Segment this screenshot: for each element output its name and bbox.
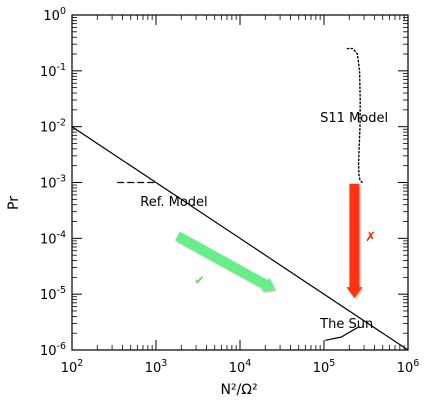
- y-tick-label: 10-6: [40, 341, 66, 359]
- x-tick-label: 103: [145, 358, 168, 376]
- series-line-1: [71, 126, 409, 351]
- series-line-3: [346, 47, 363, 184]
- arrow-2: [346, 183, 363, 299]
- x-tick-label: 104: [229, 358, 252, 376]
- annotation-1: Ref. Model: [140, 195, 207, 210]
- y-axis-label: Pr: [6, 196, 22, 210]
- annotation-3: The Sun: [319, 317, 373, 332]
- y-tick-label: 100: [43, 6, 66, 24]
- x-tick-label: 105: [313, 358, 336, 376]
- y-tick-label: 10-1: [40, 62, 66, 80]
- x-axis-label: N²/Ω²: [220, 382, 257, 398]
- series-line-4: [325, 326, 360, 341]
- y-tick-label: 10-4: [40, 229, 66, 247]
- y-tick-label: 10-2: [40, 118, 66, 136]
- annotation-4: ✔: [194, 273, 205, 288]
- x-tick-label: 102: [61, 358, 84, 376]
- annotation-2: S11 Model: [320, 111, 388, 126]
- x-tick-label: 106: [397, 358, 420, 376]
- y-tick-label: 10-3: [40, 174, 66, 192]
- axis-ticks: 102 103 104 105 106 10-6 10-5 10-4 10-3 10-2 10-1 1…: [40, 6, 419, 376]
- plot-marks: Ref. Model S11 Model The Sun ✔ ✗: [71, 47, 409, 351]
- y-tick-label: 10-5: [40, 285, 66, 303]
- arrow-1: [175, 231, 275, 292]
- annotation-5: ✗: [365, 230, 376, 245]
